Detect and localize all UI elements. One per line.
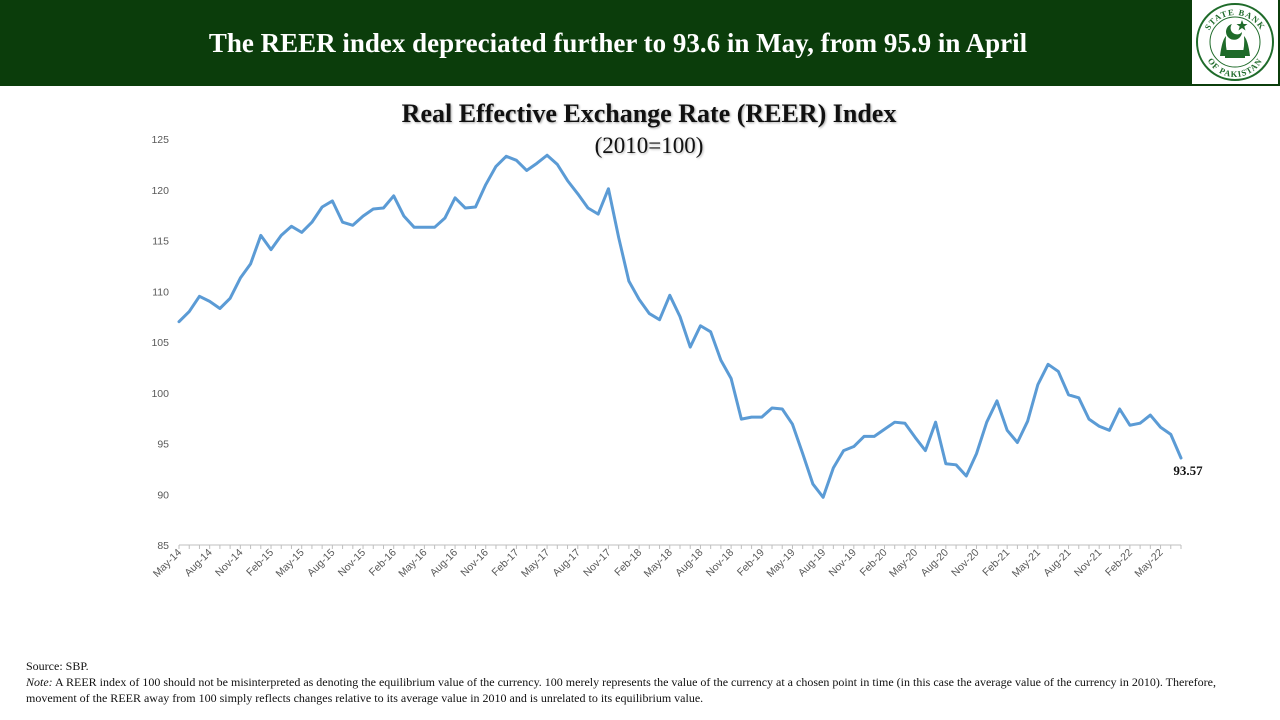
x-tick-label: Aug-21 (1041, 547, 1074, 580)
x-tick-label: Feb-16 (367, 547, 399, 579)
y-tick-label: 110 (152, 286, 169, 298)
x-tick-label: Nov-20 (949, 547, 982, 580)
y-axis: 85 90 95 100 105 110 115 120 125 (151, 134, 169, 552)
x-tick-label: Feb-15 (244, 547, 276, 579)
x-axis: May-14Aug-14Nov-14Feb-15May-15Aug-15Nov-… (151, 544, 1182, 580)
x-tick-label: May-17 (519, 547, 552, 580)
x-tick-label: May-16 (396, 547, 429, 580)
x-tick-label: Aug-14 (182, 547, 215, 580)
footer-notes: Source: SBP. Note: A REER index of 100 s… (26, 658, 1236, 706)
title-banner: The REER index depreciated further to 93… (0, 0, 1280, 86)
y-tick-label: 85 (157, 540, 169, 552)
x-tick-label: Nov-16 (458, 547, 491, 580)
end-value-label: 93.57 (1173, 463, 1203, 478)
banner-title: The REER index depreciated further to 93… (208, 28, 1028, 58)
y-tick-label: 100 (151, 388, 169, 400)
x-tick-label: Aug-17 (550, 547, 583, 580)
x-tick-label: Feb-21 (980, 547, 1012, 579)
x-tick-label: May-15 (274, 547, 307, 580)
x-tick-label: Nov-19 (827, 547, 860, 580)
x-tick-label: Feb-22 (1103, 547, 1135, 579)
x-tick-label: Aug-20 (919, 547, 952, 580)
reer-series-line (177, 153, 1183, 499)
x-tick-label: May-18 (642, 547, 675, 580)
y-tick-label: 105 (151, 337, 169, 349)
x-tick-label: Feb-18 (612, 547, 644, 579)
x-tick-label: May-19 (764, 547, 797, 580)
y-tick-label: 125 (151, 134, 169, 146)
note-label: Note: (26, 675, 53, 689)
note-paragraph: Note: A REER index of 100 should not be … (26, 674, 1236, 706)
x-tick-label: Aug-16 (428, 547, 461, 580)
x-tick-label: Nov-21 (1072, 547, 1105, 580)
chart-title: Real Effective Exchange Rate (REER) Inde… (401, 99, 897, 128)
x-tick-label: May-20 (887, 547, 920, 580)
x-tick-label: Aug-18 (673, 547, 706, 580)
x-tick-label: Nov-17 (581, 547, 614, 580)
sbp-logo: STATE BANK OF PAKISTAN (1192, 0, 1278, 84)
x-tick-label: May-22 (1132, 547, 1165, 580)
x-tick-label: Feb-17 (490, 547, 522, 579)
chart-subtitle: (2010=100) (594, 133, 704, 158)
source-text: Source: SBP. (26, 659, 89, 673)
y-tick-label: 95 (157, 439, 169, 451)
series-layer: 93.57 (177, 153, 1203, 499)
x-tick-label: Nov-15 (336, 547, 369, 580)
x-tick-label: Feb-19 (735, 547, 767, 579)
y-tick-label: 120 (151, 185, 169, 197)
x-tick-label: May-21 (1010, 547, 1043, 580)
x-tick-label: Aug-15 (305, 547, 338, 580)
x-tick-label: Nov-18 (704, 547, 737, 580)
x-tick-label: Nov-14 (213, 547, 246, 580)
x-tick-label: Feb-20 (858, 547, 890, 579)
note-text: A REER index of 100 should not be misint… (26, 675, 1216, 705)
x-tick-label: Aug-19 (796, 547, 829, 580)
y-tick-label: 115 (152, 236, 169, 248)
y-tick-label: 90 (157, 489, 169, 501)
